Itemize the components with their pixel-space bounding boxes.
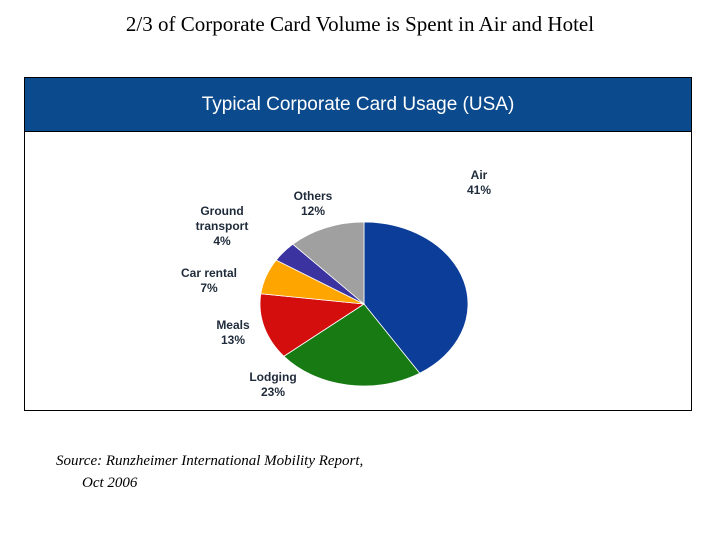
slice-label-others: Others 12% <box>294 189 333 218</box>
pie-slice-lodging <box>283 303 421 387</box>
slice-label-lodging: Lodging 23% <box>249 370 296 399</box>
pie-chart: Air 41% Lodging 23% Meals 13% Car rental 7% Grou… <box>181 168 491 399</box>
source-line-1: Source: Runzheimer International Mobilit… <box>56 453 364 469</box>
source-note: Source: Runzheimer International Mobilit… <box>56 450 476 494</box>
pie-slice-air <box>363 221 469 374</box>
chart-panel: Typical Corporate Card Usage (USA) Air 41… <box>24 77 692 411</box>
source-line-2: Oct 2006 <box>82 475 138 491</box>
chart-title: Typical Corporate Card Usage (USA) <box>25 78 691 132</box>
pie-slice-others <box>292 221 365 305</box>
slice-label-ground-transport: Ground transport 4% <box>196 204 249 248</box>
slice-label-car-rental: Car rental 7% <box>181 266 237 295</box>
slice-label-air: Air 41% <box>467 168 491 197</box>
slice-label-meals: Meals 13% <box>216 318 250 347</box>
slide-title: 2/3 of Corporate Card Volume is Spent in… <box>125 12 595 36</box>
pie-slice-meals <box>259 293 366 357</box>
